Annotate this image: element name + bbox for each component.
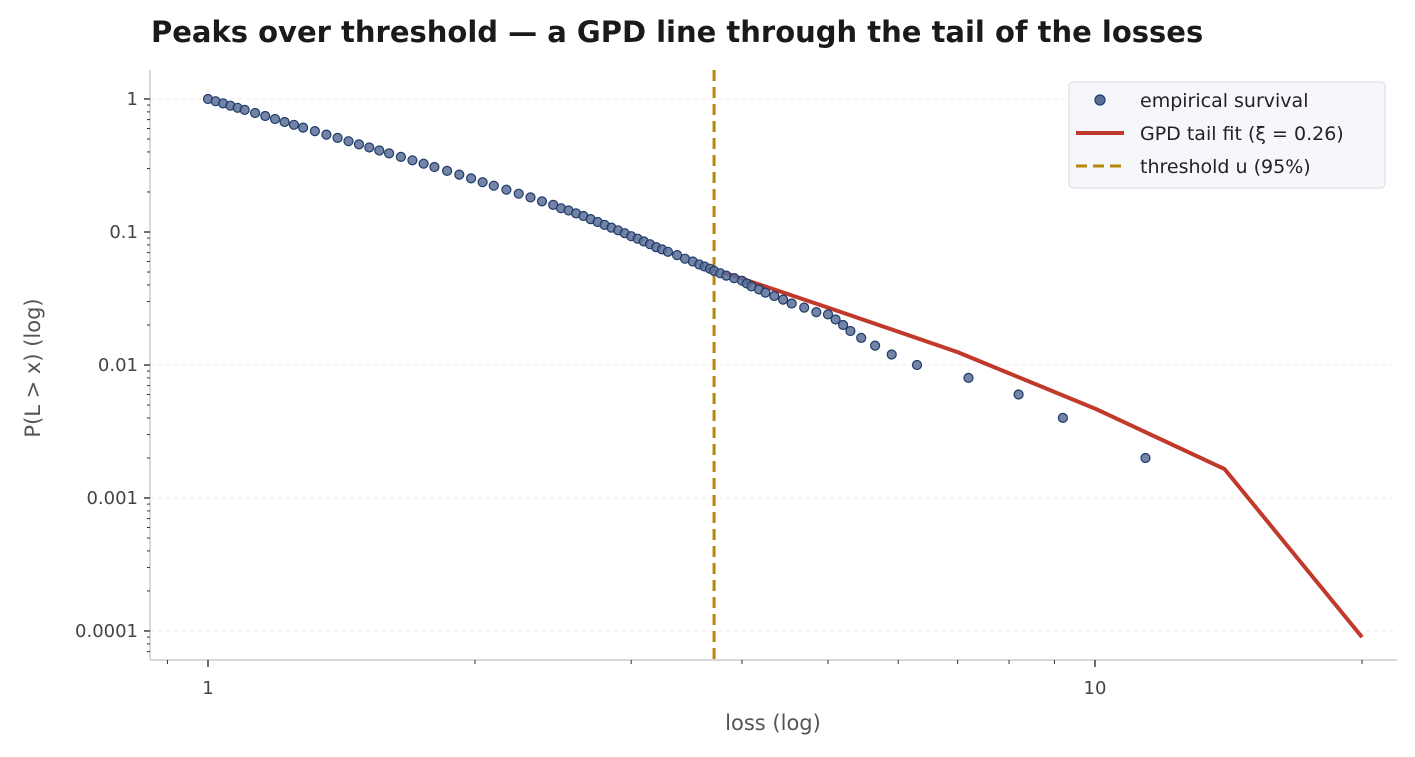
empirical-point — [837, 319, 849, 331]
empirical-point — [298, 122, 309, 133]
chart-title: Peaks over threshold — a GPD line throug… — [151, 15, 1203, 49]
empirical-point — [786, 298, 797, 309]
empirical-point — [822, 309, 834, 320]
empirical-point — [830, 314, 841, 325]
legend: empirical survival GPD tail fit (ξ = 0.2… — [1068, 81, 1386, 189]
empirical-point — [332, 132, 343, 143]
empirical-point — [279, 116, 290, 128]
empirical-point — [1057, 412, 1069, 423]
legend-label-empirical: empirical survival — [1140, 90, 1308, 112]
y-ticks: 1 0.1 0.01 0.001 0.0001 — [75, 89, 150, 653]
empirical-point — [374, 145, 385, 156]
y-axis-label: P(L > x) (log) — [21, 298, 45, 437]
empirical-point — [856, 332, 867, 343]
x-axis-label: loss (log) — [725, 711, 821, 735]
empirical-point — [869, 340, 881, 351]
empirical-point — [1013, 389, 1024, 400]
y-tick-label: 0.001 — [86, 488, 138, 509]
empirical-point — [407, 155, 418, 166]
empirical-point — [513, 188, 524, 199]
empirical-point — [501, 184, 512, 195]
empirical-point — [418, 158, 429, 169]
empirical-point — [886, 349, 897, 360]
empirical-point — [769, 290, 780, 302]
empirical-point — [429, 161, 440, 173]
empirical-point — [384, 148, 395, 159]
empirical-point — [466, 173, 477, 184]
empirical-point — [309, 126, 320, 137]
legend-box — [1068, 81, 1386, 189]
y-tick-label: 0.1 — [109, 222, 138, 243]
empirical-point — [288, 119, 300, 130]
empirical-point — [1140, 452, 1151, 464]
empirical-point — [662, 246, 674, 257]
empirical-point — [777, 294, 789, 305]
empirical-point — [525, 192, 536, 203]
empirical-point — [477, 177, 488, 188]
empirical-point — [321, 129, 332, 140]
empirical-point — [364, 142, 375, 153]
empirical-point — [395, 151, 406, 162]
y-tick-label: 1 — [127, 89, 138, 110]
empirical-point — [442, 165, 453, 176]
legend-label-threshold: threshold u (95%) — [1140, 156, 1311, 178]
empirical-point — [811, 307, 822, 318]
y-tick-label: 0.01 — [98, 355, 138, 376]
empirical-point — [799, 302, 810, 313]
gpd-fit-line — [721, 270, 1364, 639]
empirical-point — [269, 113, 281, 125]
legend-marker-empirical — [1094, 94, 1106, 106]
empirical-point — [911, 359, 923, 371]
empirical-point — [260, 110, 271, 122]
empirical-point — [239, 104, 250, 116]
x-tick-label: 1 — [202, 678, 213, 699]
empirical-point — [488, 180, 499, 191]
empirical-point — [353, 139, 365, 150]
empirical-point — [536, 196, 548, 207]
empirical-point — [963, 372, 974, 383]
points-layer — [202, 93, 1151, 464]
fit-layer — [721, 270, 1364, 639]
empirical-point — [343, 136, 354, 147]
empirical-point — [760, 287, 771, 298]
empirical-point — [845, 325, 856, 337]
x-tick-label: 10 — [1084, 678, 1107, 699]
y-tick-label: 0.0001 — [75, 621, 138, 642]
empirical-point — [454, 169, 465, 180]
empirical-point — [250, 107, 261, 119]
legend-label-gpd: GPD tail fit (ξ = 0.26) — [1140, 123, 1344, 145]
x-ticks: 1 10 — [166, 660, 1363, 699]
